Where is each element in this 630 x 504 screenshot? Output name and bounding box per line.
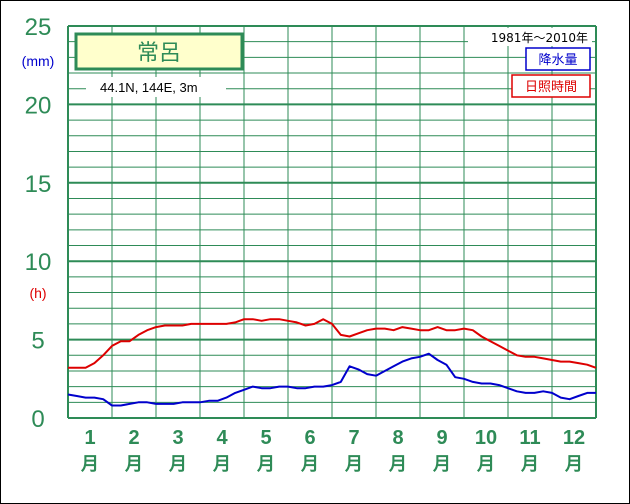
x-tick-label: 10 [475,427,497,449]
x-tick-suffix: 月 [212,454,231,475]
sunshine-unit-label: (h) [29,285,46,301]
station-location: 44.1N, 144E, 3m [100,80,198,95]
x-tick-label: 1 [84,427,95,449]
period-label: 1981年～2010年 [491,31,588,45]
x-tick-label: 12 [563,427,585,449]
y-axis-ticks: 0 5 10 15 20 25 [25,14,52,433]
x-tick-label: 3 [172,427,183,449]
grid [67,25,597,419]
x-tick-suffix: 月 [564,454,583,475]
x-tick-suffix: 月 [300,454,319,475]
x-tick-suffix: 月 [520,454,539,475]
series [67,318,597,407]
x-tick-label: 6 [304,427,315,449]
x-tick-suffix: 月 [432,454,451,475]
period-bg [468,28,592,46]
sunshine-series-line [68,318,597,369]
x-tick-suffix: 月 [344,454,363,475]
y-tick-label: 25 [25,14,52,41]
legend-precip-box [525,47,591,71]
station-name: 常呂 [137,41,181,66]
precip-series-line [67,352,596,407]
x-tick-suffix: 月 [168,454,187,475]
y-tick-label: 10 [25,249,52,276]
legend-precip-label: 降水量 [538,53,577,68]
x-tick-label: 9 [436,427,447,449]
x-tick-label: 8 [392,427,403,449]
station-name-box [74,32,244,71]
legend-sunshine-label: 日照時間 [525,80,577,95]
x-tick-label: 4 [216,427,228,449]
precip-unit-label: (mm) [22,53,55,69]
x-tick-label: 2 [128,427,139,449]
x-axis-ticks: 1 月 2 月 3 月 4 月 5 月 6 月 7 月 8 月 9 月 10 月 11 月 12 月 [80,427,585,475]
x-tick-suffix: 月 [388,454,407,475]
x-tick-suffix: 月 [476,454,495,475]
x-tick-suffix: 月 [80,454,99,475]
x-tick-suffix: 月 [124,454,143,475]
legend: 降水量 日照時間 [511,47,591,98]
x-tick-label: 7 [348,427,359,449]
x-tick-suffix: 月 [256,454,275,475]
x-tick-label: 11 [519,427,540,449]
location-bg [86,77,226,97]
y-tick-label: 20 [25,92,52,119]
y-tick-label: 15 [25,171,52,198]
x-tick-label: 5 [260,427,271,449]
y-tick-label: 0 [31,406,44,433]
legend-sunshine-box [511,74,591,98]
y-tick-label: 5 [31,328,44,355]
